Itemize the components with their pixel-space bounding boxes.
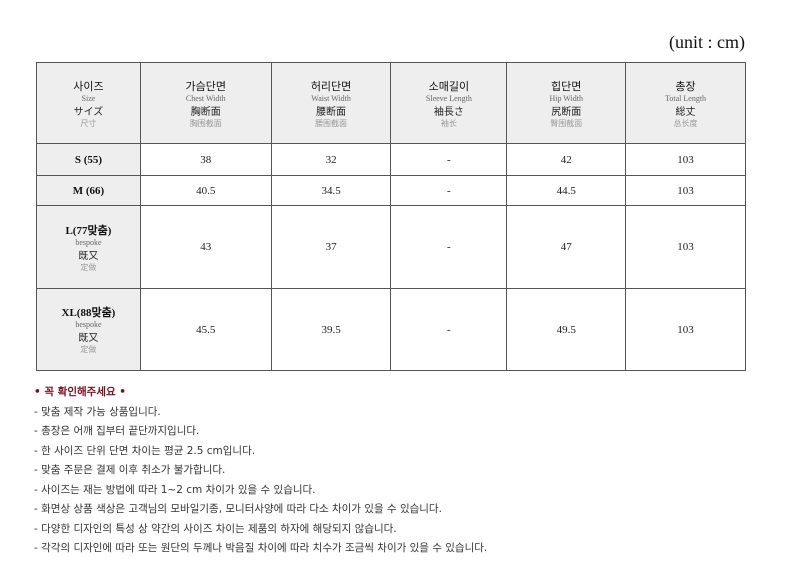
size-label: M (66) [72, 184, 105, 197]
size-sublabel: 定做 [80, 262, 97, 272]
header-ko: 가슴단면 [185, 79, 226, 93]
note-item: - 맞춤 주문은 결제 이후 취소가 불가합니다. [34, 464, 226, 476]
header-zh: 胸围截面 [189, 118, 222, 128]
header-ja: 腰断面 [316, 106, 347, 118]
size-label: L(77맞춤) [65, 224, 112, 237]
header-zh: 尺寸 [80, 118, 97, 128]
size-label: S (55) [74, 153, 103, 166]
notes-section: • 꼭 확인해주세요 • - 맞춤 제작 가능 상품입니다. - 총장은 어깨 집… [34, 383, 487, 559]
value-cell: 47 [506, 205, 627, 289]
header-cell: 가슴단면 Chest Width 胸断面 胸围截面 [139, 62, 272, 144]
note-item: - 총장은 어깨 집부터 끝단까지입니다. [34, 425, 200, 437]
note-item: - 화면상 상품 색상은 고객님의 모바일기종, 모니터사양에 따라 다소 차이… [34, 503, 442, 515]
size-cell: S (55) [36, 143, 141, 176]
header-en: Hip Width [549, 93, 583, 103]
header-en: Chest Width [185, 93, 226, 103]
header-ja: 尻断面 [551, 106, 582, 118]
value-cell: 44.5 [506, 175, 627, 206]
header-row: 사이즈 Size サイズ 尺寸 가슴단면 Chest Width 胸断面 胸围截面 허리단면 Wa… [36, 62, 746, 144]
unit-label: (unit : cm) [669, 32, 745, 52]
note-item: - 맞춤 제작 가능 상품입니다. [34, 405, 161, 418]
size-sublabel: 既又 [78, 250, 99, 262]
header-cell: 총장 Total Length 総丈 总长度 [625, 62, 746, 144]
header-zh: 腰围截面 [315, 118, 348, 128]
table-row: XL(88맞춤) bespoke 既又 定做 45.5 39.5-49.5 103 [36, 288, 746, 371]
header-zh: 总长度 [673, 118, 698, 128]
table-row: S (55) 38 32-42 103 [36, 143, 746, 176]
table-row: L(77맞춤) bespoke 既又 定做 43 37-47 103 [36, 205, 746, 289]
value-cell: - [390, 288, 508, 371]
header-ko: 힙단면 [551, 79, 582, 93]
header-cell: 사이즈 Size サイズ 尺寸 [36, 62, 141, 144]
notes-title: • 꼭 확인해주세요 • [34, 386, 127, 398]
header-en: Size [81, 93, 96, 103]
size-sublabel: 既又 [78, 333, 99, 344]
value-cell: 38 [139, 143, 272, 176]
value-cell: - [390, 205, 508, 289]
header-ko: 총장 [675, 79, 696, 93]
header-cell: 소매길이 Sleeve Length 袖長さ 袖长 [390, 62, 508, 144]
value-cell: 39.5 [270, 288, 392, 371]
header-ja: サイズ [73, 106, 104, 118]
value-cell: 49.5 [506, 288, 627, 371]
value-cell: 32 [270, 143, 392, 176]
value-cell: - [390, 143, 508, 176]
size-sublabel: 定做 [80, 345, 97, 354]
note-item: - 사이즈는 재는 방법에 따라 1~2 cm 차이가 있을 수 있습니다. [34, 483, 316, 496]
value-cell: 103 [625, 205, 746, 289]
value-cell: 103 [625, 288, 746, 371]
header-cell: 힙단면 Hip Width 尻断面 臀围截面 [506, 62, 627, 144]
header-en: Waist Width [311, 93, 351, 103]
size-sublabel: bespoke [75, 237, 102, 247]
header-ko: 사이즈 [73, 79, 104, 93]
size-sublabel: bespoke [75, 320, 102, 329]
header-ja: 胸断面 [190, 106, 221, 118]
header-cell: 허리단면 Waist Width 腰断面 腰围截面 [270, 62, 392, 144]
size-cell: L(77맞춤) bespoke 既又 定做 [36, 205, 141, 289]
header-en: Sleeve Length [425, 93, 472, 103]
size-cell: XL(88맞춤) bespoke 既又 定做 [36, 288, 141, 371]
note-item: - 한 사이즈 단위 단면 차이는 평균 2.5 cm입니다. [34, 444, 256, 457]
value-cell: - [390, 175, 508, 206]
value-cell: 43 [139, 205, 272, 289]
size-chart-table: 사이즈 Size サイズ 尺寸 가슴단면 Chest Width 胸断面 胸围截面 허리단면 Wa… [36, 62, 746, 371]
header-en: Total Length [665, 93, 707, 103]
value-cell: 42 [506, 143, 627, 176]
note-item: - 각각의 디자인에 따라 또는 원단의 두께나 박음질 차이에 따라 치수가 … [34, 542, 488, 554]
value-cell: 45.5 [139, 288, 272, 371]
header-ko: 허리단면 [310, 79, 352, 93]
note-item: - 다양한 디자인의 특성 상 약간의 사이즈 차이는 제품의 하자에 해당되지… [34, 522, 397, 535]
size-cell: M (66) [36, 175, 141, 206]
header-ja: 袖長さ [433, 106, 464, 118]
header-ko: 소매길이 [428, 79, 470, 93]
value-cell: 103 [625, 175, 746, 206]
header-zh: 臀围截面 [550, 118, 583, 128]
header-ja: 総丈 [675, 106, 696, 118]
table-row: M (66) 40.5 34.5-44.5 103 [36, 175, 746, 206]
value-cell: 37 [270, 205, 392, 289]
value-cell: 40.5 [139, 175, 272, 206]
value-cell: 34.5 [270, 175, 392, 206]
header-zh: 袖长 [440, 118, 457, 128]
value-cell: 103 [625, 143, 746, 176]
size-label: XL(88맞춤) [61, 307, 116, 319]
